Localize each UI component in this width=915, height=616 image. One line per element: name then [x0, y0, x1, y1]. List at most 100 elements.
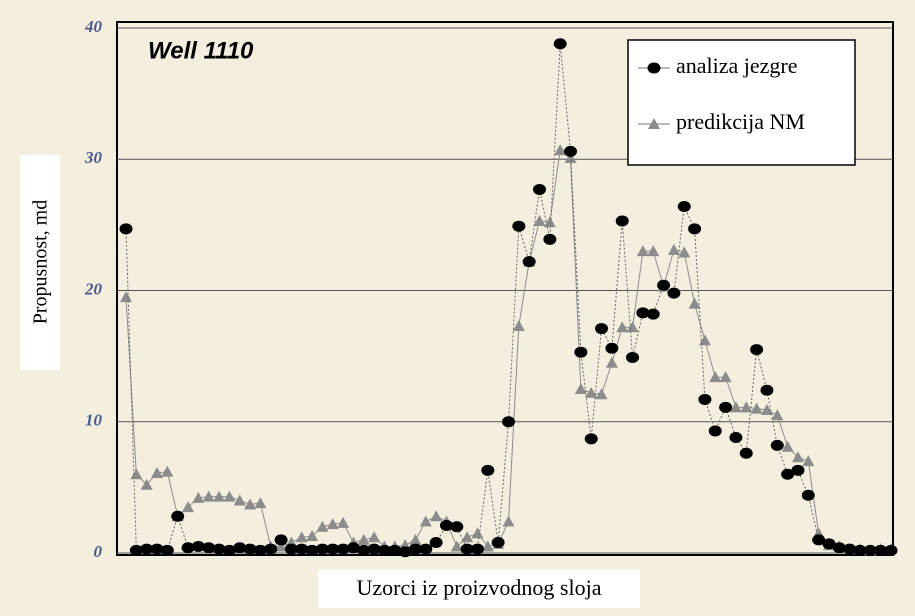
data-point: [781, 440, 794, 452]
data-point: [430, 510, 443, 522]
x-label-box: [318, 570, 640, 608]
data-point: [316, 520, 329, 532]
data-point: [470, 543, 484, 555]
data-point: [739, 447, 753, 459]
data-point: [791, 451, 804, 463]
data-point: [667, 287, 681, 299]
data-point: [667, 243, 680, 255]
data-point: [461, 531, 474, 543]
data-point: [574, 382, 587, 394]
data-point: [368, 531, 381, 543]
data-point: [337, 516, 350, 528]
data-point: [595, 323, 609, 335]
data-point: [408, 543, 422, 555]
data-point: [647, 245, 660, 257]
data-point: [274, 534, 288, 546]
data-point: [843, 543, 857, 555]
data-point: [481, 464, 495, 476]
data-point: [233, 494, 246, 506]
data-point: [357, 544, 371, 556]
legend-label: analiza jezgre: [676, 53, 798, 78]
data-point: [863, 544, 877, 556]
y-tick-label: 0: [94, 542, 103, 561]
data-point: [853, 544, 867, 556]
data-point: [719, 371, 732, 383]
data-point: [161, 465, 174, 477]
data-point: [120, 291, 132, 303]
data-point: [646, 308, 660, 320]
data-point: [388, 544, 402, 556]
data-point: [212, 543, 226, 555]
data-point: [306, 529, 319, 541]
data-point: [688, 297, 701, 309]
data-point: [812, 534, 826, 546]
data-point: [760, 384, 774, 396]
data-point: [481, 540, 494, 552]
data-point: [119, 223, 133, 235]
plot-frame: [116, 21, 894, 556]
data-point: [719, 401, 733, 413]
data-point: [326, 518, 339, 530]
data-point: [160, 544, 174, 556]
data-point: [275, 540, 288, 552]
data-point: [533, 183, 547, 195]
data-point: [750, 402, 763, 414]
data-point: [801, 489, 815, 501]
data-point: [605, 342, 619, 354]
data-point: [564, 145, 578, 157]
data-point: [760, 403, 773, 415]
data-point: [460, 543, 474, 555]
data-point: [770, 439, 784, 451]
data-point: [584, 433, 598, 445]
data-point: [512, 319, 525, 331]
data-point: [564, 151, 577, 163]
data-point: [822, 538, 836, 550]
data-point: [202, 490, 215, 502]
data-point: [182, 501, 195, 513]
data-point: [554, 144, 567, 156]
data-point: [750, 344, 764, 356]
data-point: [336, 543, 350, 555]
data-point: [471, 527, 484, 539]
data-point: [522, 256, 536, 268]
marks: [119, 38, 898, 558]
data-point: [244, 498, 257, 510]
data-point: [450, 521, 464, 533]
data-point: [533, 214, 546, 226]
data-point: [409, 533, 422, 545]
data-point: [616, 321, 629, 333]
data-point: [181, 542, 195, 554]
data-point: [636, 307, 650, 319]
data-point: [295, 531, 308, 543]
data-point: [729, 432, 743, 443]
data-point: [884, 544, 898, 556]
data-point: [150, 543, 164, 555]
legend-marker: [647, 62, 661, 74]
data-point: [213, 490, 226, 502]
data-point: [729, 401, 742, 413]
y-axis-label: Propusnost, md: [30, 200, 52, 324]
data-point: [698, 334, 711, 346]
data-point: [367, 543, 381, 555]
data-point: [253, 544, 267, 556]
y-tick-label: 40: [84, 17, 103, 36]
data-point: [574, 346, 588, 358]
data-point: [553, 38, 567, 50]
data-point: [295, 543, 309, 555]
data-point: [151, 466, 164, 478]
data-point: [315, 543, 329, 555]
data-point: [398, 546, 412, 558]
x-axis-label: Uzorci iz proizvodnog sloja: [357, 575, 602, 600]
data-point: [709, 371, 722, 383]
data-point: [585, 386, 598, 398]
chart-title: Well 1110: [148, 37, 254, 64]
data-point: [450, 540, 463, 552]
data-point: [512, 220, 526, 232]
data-point: [802, 455, 815, 467]
data-point: [346, 542, 360, 554]
legend-label: predikcija NM: [676, 109, 805, 134]
data-point: [264, 543, 278, 555]
data-point: [698, 393, 712, 405]
data-point: [678, 246, 691, 258]
